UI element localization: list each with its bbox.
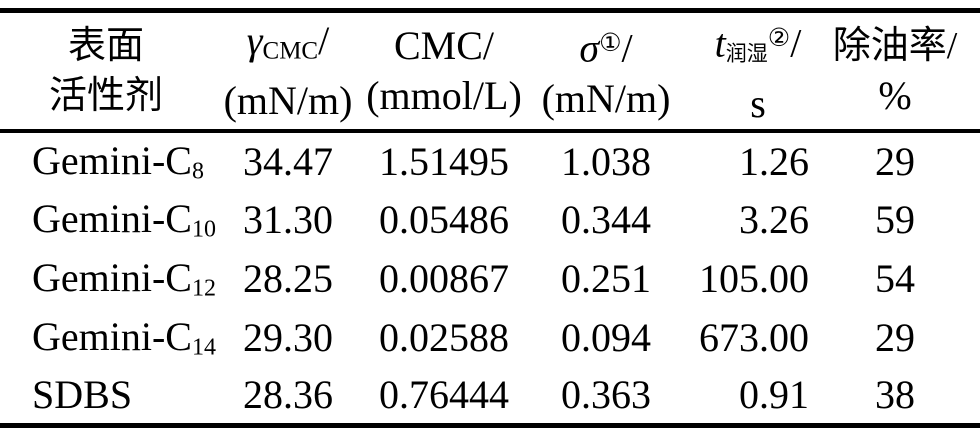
surfactant-name: Gemini-C — [32, 255, 192, 301]
cell-oil-removal: 59 — [875, 196, 915, 242]
cell-oil-removal: 29 — [875, 314, 915, 360]
header-wetting-time: t润湿②/ s — [688, 10, 828, 133]
surfactant-name-subscript: 8 — [191, 158, 204, 185]
cell-oil-removal: 54 — [875, 255, 915, 301]
table-row: Gemini-C8 34.47 1.51495 1.038 1.26 29 — [0, 131, 980, 190]
header-row: 表面 活性剂 γCMC/ (mN/m) CMC/ (mmol/L) σ①/ (m… — [0, 10, 980, 133]
t-symbol: t — [714, 20, 726, 66]
sigma-symbol: σ — [579, 25, 600, 71]
header-sigma: σ①/ (mN/m) — [524, 10, 688, 133]
footnote-1-marker: ① — [599, 28, 622, 58]
slash: / — [318, 17, 330, 63]
cell-wetting-time: 0.91 — [739, 372, 809, 418]
header-oil-removal-line1: 除油率/ — [832, 24, 958, 67]
row-label: Gemini-C8 — [0, 131, 212, 190]
cell-gamma-cmc: 31.30 — [243, 196, 333, 242]
cell-gamma-cmc: 34.47 — [243, 138, 333, 184]
header-gamma-cmc-unit: (mN/m) — [223, 78, 353, 124]
header-surfactant-line1: 表面 — [67, 24, 144, 67]
wetting-subscript: 润湿 — [725, 41, 768, 66]
gamma-symbol: γ — [246, 17, 263, 63]
slash: / — [621, 25, 633, 71]
row-label: Gemini-C10 — [0, 190, 216, 249]
cell-sigma: 0.344 — [561, 196, 651, 242]
header-cmc-line1: CMC/ — [393, 22, 495, 68]
header-cmc-unit: (mmol/L) — [366, 72, 522, 118]
surfactant-name: SDBS — [32, 371, 133, 417]
surfactant-performance-table: 表面 活性剂 γCMC/ (mN/m) CMC/ (mmol/L) σ①/ (m… — [0, 8, 980, 429]
surfactant-name-subscript: 10 — [191, 216, 216, 243]
cell-sigma: 0.251 — [561, 255, 651, 301]
surfactant-name: Gemini-C — [32, 314, 192, 360]
table-row: SDBS 28.36 0.76444 0.363 0.91 38 — [0, 367, 980, 426]
cell-oil-removal: 29 — [875, 138, 915, 184]
row-label: Gemini-C12 — [0, 249, 216, 308]
cell-cmc: 1.51495 — [379, 138, 509, 184]
cell-gamma-cmc: 28.36 — [243, 372, 333, 418]
cell-cmc: 0.00867 — [379, 255, 509, 301]
cell-sigma: 1.038 — [561, 138, 651, 184]
table-row: Gemini-C10 31.30 0.05486 0.344 3.26 59 — [0, 190, 980, 249]
slash: / — [790, 20, 802, 66]
cell-wetting-time: 3.26 — [739, 196, 809, 242]
cell-cmc: 0.76444 — [379, 372, 509, 418]
cell-gamma-cmc: 29.30 — [243, 314, 333, 360]
cell-cmc: 0.05486 — [379, 196, 509, 242]
cell-sigma: 0.094 — [561, 314, 651, 360]
row-label: SDBS — [0, 367, 212, 426]
cell-wetting-time: 105.00 — [699, 255, 809, 301]
surfactant-name: Gemini-C — [32, 196, 192, 242]
surfactant-name-subscript: 14 — [191, 334, 216, 361]
header-cmc: CMC/ (mmol/L) — [364, 10, 524, 133]
header-gamma-cmc: γCMC/ (mN/m) — [212, 10, 364, 133]
cell-wetting-time: 673.00 — [699, 314, 809, 360]
header-surfactant-line2: 活性剂 — [48, 74, 163, 117]
gamma-subscript: CMC — [262, 37, 319, 65]
surfactant-name-subscript: 12 — [191, 275, 216, 302]
header-oil-removal-unit: % — [878, 72, 912, 118]
cell-gamma-cmc: 28.25 — [243, 255, 333, 301]
header-gamma-cmc-symbol: γCMC/ — [212, 16, 364, 77]
header-oil-removal: 除油率/ % — [828, 10, 980, 133]
surfactant-name: Gemini-C — [32, 138, 192, 184]
header-wetting-time-symbol: t润湿②/ — [688, 13, 828, 79]
cell-oil-removal: 38 — [875, 372, 915, 418]
header-wetting-time-unit: s — [750, 80, 766, 126]
header-sigma-symbol: σ①/ — [524, 18, 688, 74]
table-row: Gemini-C12 28.25 0.00867 0.251 105.00 54 — [0, 249, 980, 308]
row-label: Gemini-C14 — [0, 308, 216, 367]
cell-sigma: 0.363 — [561, 372, 651, 418]
table-row: Gemini-C14 29.30 0.02588 0.094 673.00 29 — [0, 308, 980, 367]
footnote-2-marker: ② — [767, 23, 791, 52]
header-sigma-unit: (mN/m) — [541, 75, 671, 121]
header-surfactant: 表面 活性剂 — [0, 10, 212, 133]
cell-wetting-time: 1.26 — [739, 138, 809, 184]
cell-cmc: 0.02588 — [379, 314, 509, 360]
